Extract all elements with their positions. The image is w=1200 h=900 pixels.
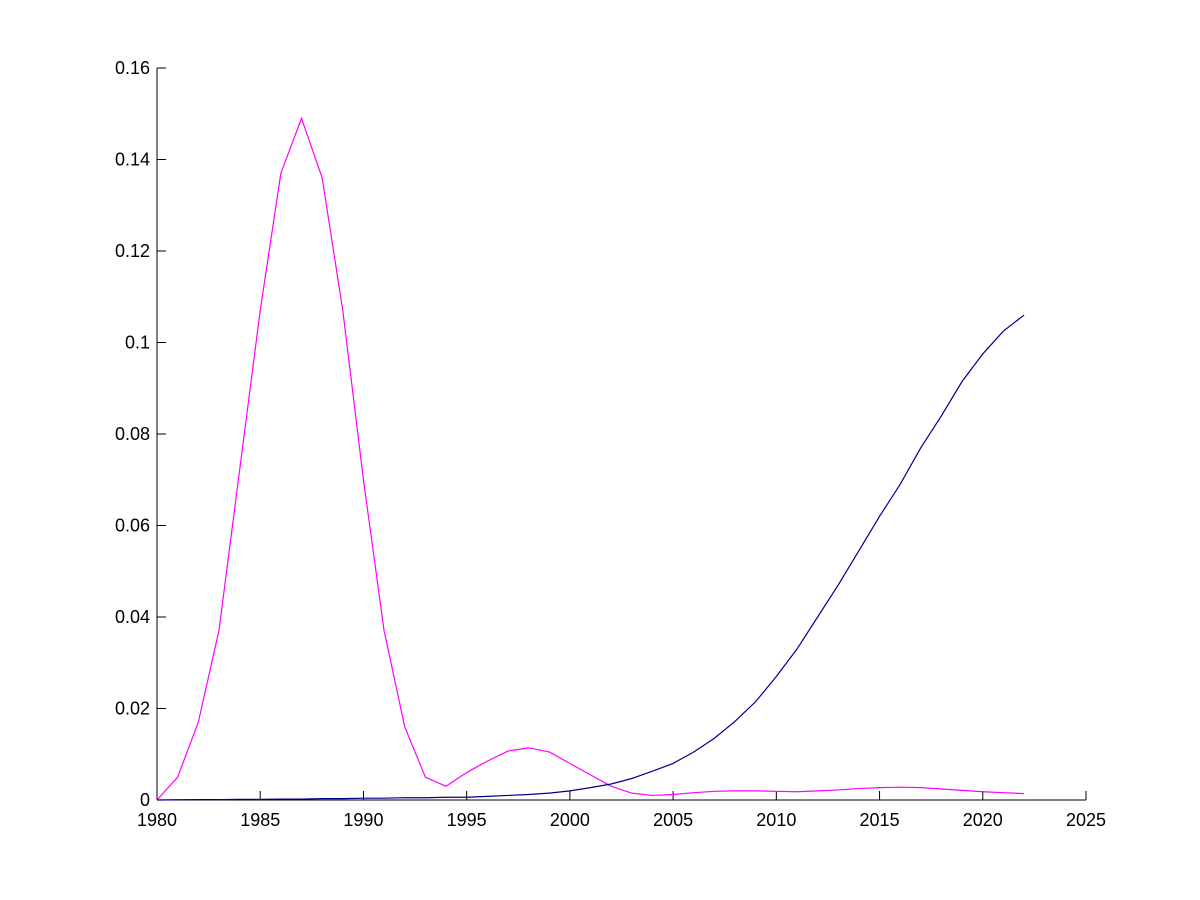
x-tick-label: 2005 (653, 810, 693, 830)
y-tick-label: 0.02 (115, 699, 150, 719)
x-tick-label: 2020 (963, 810, 1003, 830)
y-tick-label: 0.06 (115, 516, 150, 536)
data-line (156, 116, 1025, 801)
y-tick-label: 0.1 (125, 333, 150, 353)
x-tick-label: 2000 (550, 810, 590, 830)
x-tick-label: 2025 (1066, 810, 1106, 830)
x-tick-label: 1995 (447, 810, 487, 830)
x-tick-label: 2010 (756, 810, 796, 830)
x-tick-label: 1985 (240, 810, 280, 830)
x-tick-label: 1980 (137, 810, 177, 830)
x-tick-label: 2015 (860, 810, 900, 830)
x-tick-label: 1990 (343, 810, 383, 830)
y-tick-label: 0.16 (115, 58, 150, 78)
y-tick-label: 0.14 (115, 150, 150, 170)
y-tick-label: 0.08 (115, 424, 150, 444)
data-line (156, 314, 1025, 801)
y-tick-label: 0.04 (115, 607, 150, 627)
y-tick-label: 0 (140, 790, 150, 810)
y-tick-label: 0.12 (115, 241, 150, 261)
